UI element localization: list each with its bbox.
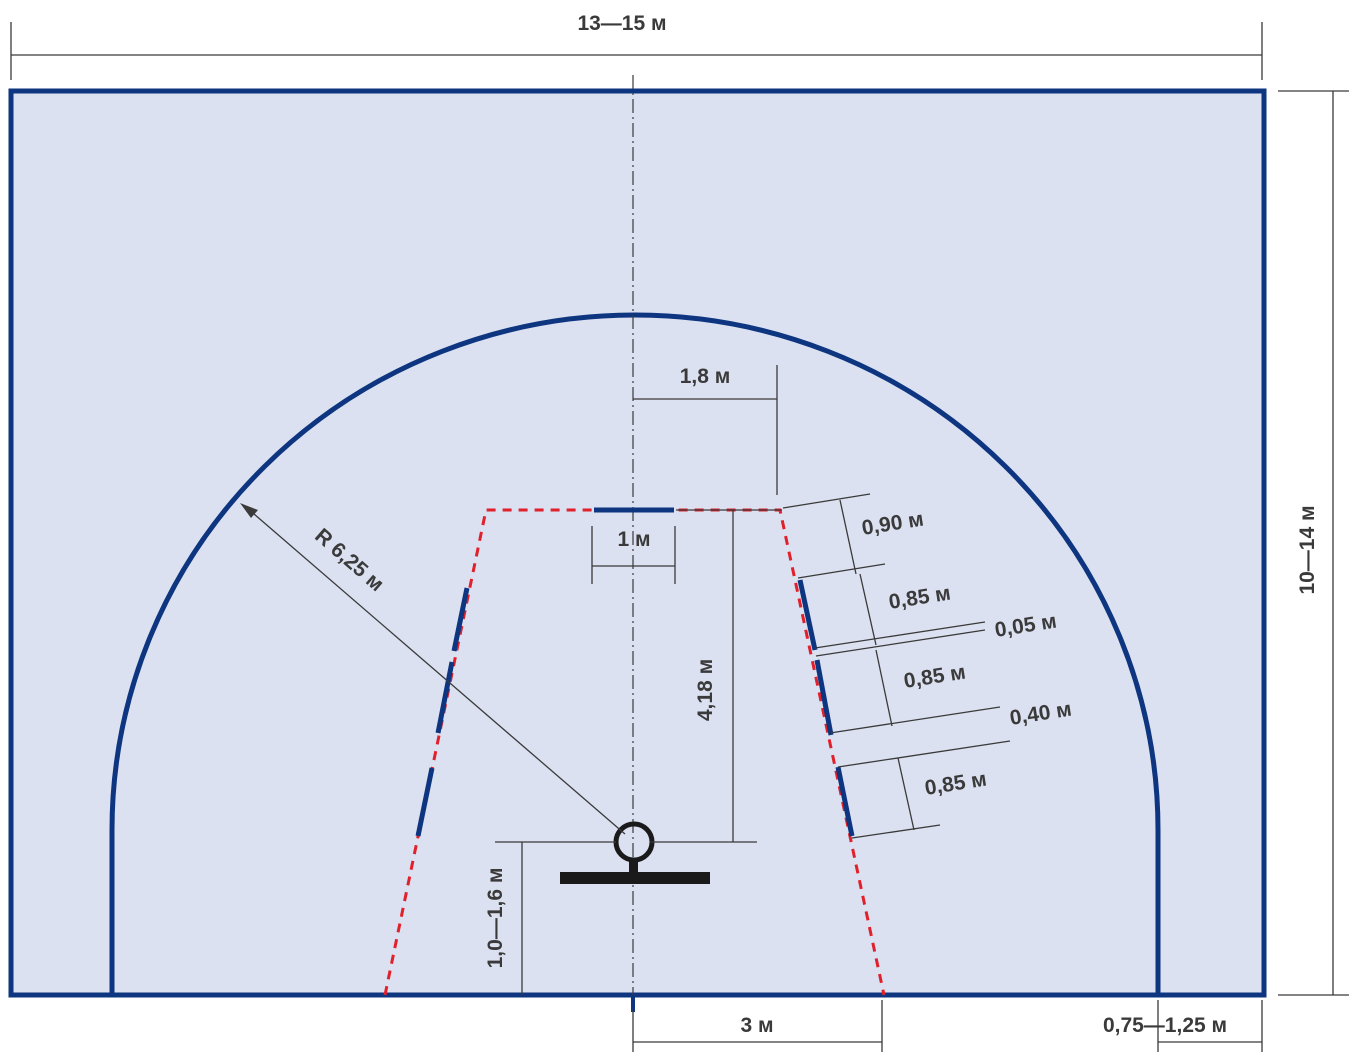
dimension-lane-segments	[782, 493, 1011, 839]
label-free-throw-distance: 4,18 м	[694, 659, 717, 721]
lane-mark-left-2	[435, 661, 455, 734]
dimension-free-throw-distance	[650, 509, 782, 843]
dimension-court-width	[10, 22, 1263, 80]
label-court-length: 10—14 м	[1296, 505, 1319, 594]
backboard	[560, 872, 710, 884]
label-lane-half-base: 3 м	[740, 1014, 773, 1037]
dimension-backboard-offset	[495, 841, 616, 995]
dimension-court-length	[1278, 90, 1349, 996]
dimension-free-throw-half	[633, 365, 778, 495]
lane-mark-left-1	[451, 587, 470, 652]
label-free-throw-mark: 1 м	[617, 528, 650, 551]
lane-mark-left-3	[415, 767, 435, 837]
three-point-line	[109, 312, 1161, 995]
hoop-mount	[629, 860, 638, 873]
radius-arrow	[240, 503, 626, 835]
dimension-lane-half-base	[632, 1000, 883, 1052]
lane-mark-right-1	[797, 579, 818, 651]
label-backboard-offset: 1,0—1,6 м	[484, 868, 507, 969]
court-area	[8, 88, 1267, 998]
lane-mark-right-3	[835, 766, 855, 837]
label-free-throw-half: 1,8 м	[680, 365, 731, 388]
lane-mark-right-2	[814, 659, 834, 736]
dimension-arc-side-offset	[1157, 1000, 1263, 1052]
dimension-free-throw-mark	[591, 526, 676, 584]
label-court-width: 13—15 м	[577, 12, 666, 35]
label-arc-side-offset: 0,75—1,25 м	[1103, 1014, 1227, 1037]
